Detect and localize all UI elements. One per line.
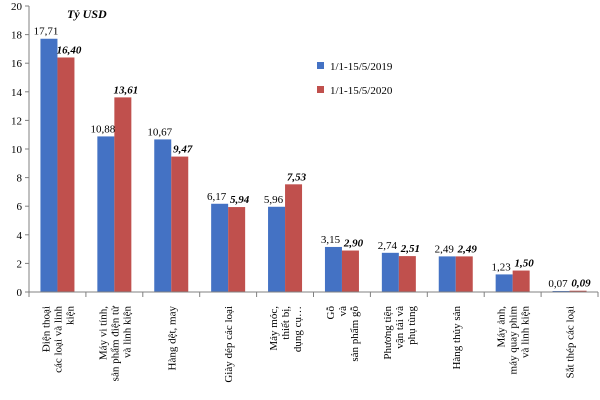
data-label: 7,53	[287, 171, 307, 183]
category-labels: Điện thoại các loại và linh kiện Máy vi tín…	[40, 305, 576, 383]
category-label-line: Gỗ	[325, 306, 337, 320]
bar	[228, 207, 246, 292]
category-label: Gỗ và sản phẩm gỗ	[325, 306, 361, 362]
category-label: Điện thoại các loại và linh kiện	[40, 306, 76, 373]
category-label-line: Hàng dệt, may	[166, 306, 178, 371]
bars	[40, 38, 587, 293]
bar	[569, 290, 587, 292]
y-tick-label: 6	[17, 201, 23, 213]
legend-label: 1/1-15/5/2019	[330, 61, 393, 73]
category-label-line: Máy vi tính,	[97, 306, 109, 360]
data-label: 5,96	[264, 194, 284, 206]
category-label-line: và	[337, 306, 349, 317]
data-label: 13,61	[113, 84, 138, 96]
bar	[40, 38, 58, 292]
axes	[28, 6, 599, 297]
data-label: 0,07	[548, 278, 568, 290]
data-label: 9,47	[173, 144, 193, 156]
data-label: 10,67	[147, 126, 172, 138]
y-tick-label: 4	[17, 230, 23, 242]
category-label: Giày dép các loại	[223, 306, 235, 383]
bar	[57, 57, 75, 293]
bar	[455, 256, 473, 292]
data-label: 2,51	[400, 243, 420, 255]
y-tick-label: 20	[11, 1, 23, 13]
category-label: Máy móc, thiết bị, dụng cụ…	[268, 306, 304, 352]
data-label: 17,71	[34, 26, 59, 38]
category-label-line: vận tải và	[394, 306, 406, 349]
y-tick-label: 16	[11, 58, 23, 70]
y-tick-label: 12	[11, 115, 22, 127]
category-label: Sắt thép các loại	[565, 306, 577, 378]
bar	[341, 250, 359, 292]
category-label-line: Giày dép các loại	[223, 306, 235, 383]
data-labels: 17,71 16,40 10,88 13,61 10,679,47 6,17 5,94 5,9…	[34, 26, 592, 290]
bar	[381, 252, 399, 292]
legend-label: 1/1-15/5/2020	[330, 85, 393, 97]
bar	[438, 256, 456, 292]
category-label-line: sản phẩm điện tử	[109, 305, 121, 381]
data-label: 1,23	[492, 261, 512, 273]
bar	[211, 203, 229, 292]
category-label-line: các loại và linh	[52, 306, 64, 373]
category-label-line: kiện	[64, 306, 76, 325]
bar	[154, 139, 172, 292]
category-label-line: dụng cụ…	[292, 306, 304, 352]
bar	[512, 270, 530, 292]
legend-swatch	[317, 62, 324, 69]
category-label-line: Hàng thủy sản	[451, 306, 463, 370]
data-label: 2,90	[343, 238, 364, 250]
data-label: 16,40	[57, 44, 82, 56]
category-label: Phương tiện vận tải và phụ tùng	[382, 306, 418, 360]
data-label: 2,74	[378, 240, 398, 252]
y-tick-label: 14	[11, 87, 23, 99]
category-label-line: sản phẩm gỗ	[349, 306, 361, 362]
bar	[324, 246, 342, 292]
bar	[285, 184, 303, 292]
category-label-line: thiết bị,	[280, 306, 292, 340]
y-tick-label: 8	[17, 173, 23, 185]
category-label-line: Máy móc,	[268, 306, 280, 351]
bar	[495, 274, 513, 292]
data-label: 5,94	[230, 194, 250, 206]
category-label-line: và linh kiện	[121, 306, 133, 358]
category-label-line: và linh kiện	[520, 306, 532, 358]
y-axis-ticks: 0 2 4 6 8 10 12 14 16 18 20	[11, 1, 29, 299]
category-label: Hàng dệt, may	[166, 306, 178, 371]
bar	[398, 256, 416, 292]
bar	[97, 136, 115, 292]
bar	[171, 156, 189, 292]
data-label: 1,50	[515, 258, 535, 270]
category-label-line: phụ tùng	[406, 306, 418, 345]
category-label-line: Điện thoại	[40, 306, 52, 352]
category-label-line: Máy ảnh,	[496, 306, 508, 348]
y-tick-label: 2	[17, 258, 23, 270]
category-label: Máy vi tính, sản phẩm điện tử và linh kiện	[97, 305, 133, 381]
y-tick-label: 18	[11, 30, 23, 42]
legend: 1/1-15/5/2019 1/1-15/5/2020	[317, 61, 393, 97]
data-label: 2,49	[435, 243, 455, 255]
category-label: Máy ảnh, máy quay phim và linh kiện	[496, 306, 532, 375]
data-label: 10,88	[90, 123, 115, 135]
category-label-line: Phương tiện	[382, 306, 394, 360]
unit-label: Tỷ USD	[67, 7, 107, 21]
category-label-line: máy quay phim	[508, 306, 520, 375]
legend-swatch	[317, 86, 324, 93]
bar	[552, 290, 570, 292]
data-label: 2,49	[457, 243, 478, 255]
category-label-line: Sắt thép các loại	[565, 306, 577, 378]
data-label: 6,17	[207, 191, 227, 203]
category-label: Hàng thủy sản	[451, 306, 463, 370]
bar	[114, 97, 132, 292]
y-tick-label: 10	[11, 144, 23, 156]
data-label: 3,15	[321, 234, 341, 246]
bar	[268, 206, 286, 292]
y-tick-label: 0	[17, 287, 23, 299]
data-label: 0,09	[571, 278, 591, 290]
